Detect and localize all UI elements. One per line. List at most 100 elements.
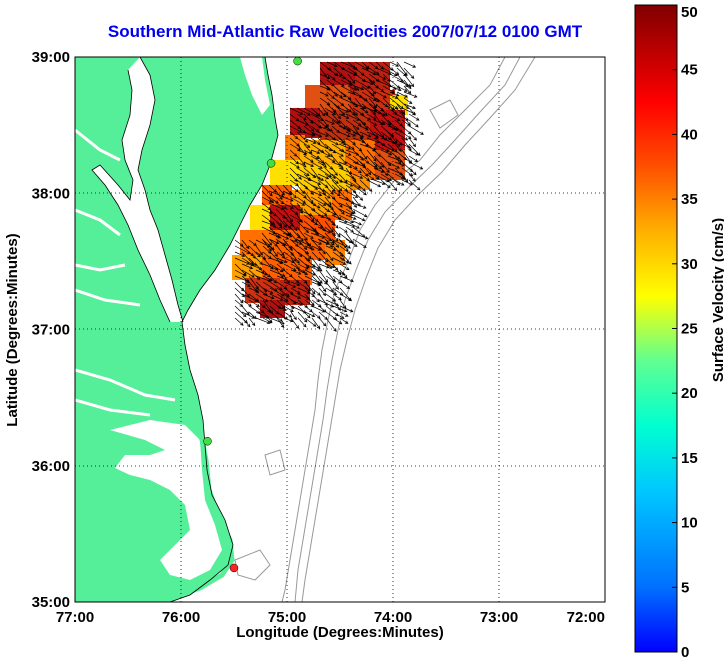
velocity-arrow bbox=[373, 167, 385, 173]
velocity-arrow bbox=[324, 107, 337, 115]
velocity-arrow bbox=[380, 107, 388, 117]
velocity-arrow bbox=[339, 245, 351, 255]
velocity-arrow bbox=[387, 107, 398, 115]
velocity-arrow bbox=[241, 263, 254, 270]
velocity-arrow bbox=[389, 85, 402, 92]
velocity-arrow bbox=[289, 173, 298, 182]
velocity-arrow bbox=[352, 143, 363, 152]
velocity-arrow bbox=[361, 97, 377, 109]
velocity-arrow bbox=[339, 257, 350, 264]
velocity-arrow bbox=[241, 269, 255, 278]
velocity-arrow bbox=[262, 251, 272, 260]
velocity-arrow bbox=[317, 161, 327, 168]
velocity-arrow bbox=[241, 287, 250, 298]
velocity-arrow bbox=[261, 196, 273, 203]
velocity-arrow bbox=[331, 226, 341, 238]
velocity-arrow bbox=[338, 226, 348, 233]
velocity-arrow bbox=[296, 125, 306, 134]
velocity-arrow bbox=[234, 239, 244, 247]
velocity-arrow bbox=[345, 179, 361, 189]
velocity-arrow bbox=[303, 161, 315, 167]
x-tick-label: 73:00 bbox=[480, 609, 518, 626]
velocity-arrow bbox=[290, 257, 300, 271]
colorbar-tick-label: 0 bbox=[681, 644, 689, 659]
velocity-arrow bbox=[368, 85, 377, 95]
velocity-arrow bbox=[261, 202, 272, 211]
velocity-arrow bbox=[408, 119, 419, 128]
velocity-arrow bbox=[332, 257, 347, 265]
velocity-arrow bbox=[283, 275, 291, 284]
velocity-arrow bbox=[331, 196, 343, 208]
velocity-arrow bbox=[296, 107, 311, 116]
velocity-arrow bbox=[326, 73, 336, 81]
velocity-arrow bbox=[304, 245, 315, 251]
velocity-arrow bbox=[387, 149, 401, 160]
pamlico-sound bbox=[110, 420, 222, 580]
velocity-arrow bbox=[310, 149, 321, 154]
velocity-arrow bbox=[289, 220, 298, 232]
colorbar-tick-label: 50 bbox=[681, 4, 698, 21]
velocity-arrow bbox=[380, 167, 389, 177]
velocity-arrow bbox=[325, 245, 337, 251]
velocity-arrow bbox=[339, 317, 349, 324]
velocity-arrow bbox=[241, 239, 250, 250]
velocity-arrow bbox=[380, 149, 393, 156]
velocity-arrow bbox=[310, 190, 323, 197]
velocity-arrow bbox=[345, 119, 360, 130]
velocity-arrow bbox=[331, 149, 344, 157]
velocity-arrow bbox=[373, 173, 390, 183]
velocity-arrow bbox=[317, 208, 328, 216]
velocity-arrow bbox=[248, 311, 257, 320]
velocity-arrow bbox=[304, 311, 316, 318]
velocity-arrow bbox=[345, 173, 356, 180]
velocity-arrow bbox=[338, 220, 356, 228]
velocity-arrow bbox=[282, 196, 294, 202]
velocity-arrow bbox=[359, 131, 372, 138]
velocity-arrow bbox=[289, 179, 299, 187]
velocity-arrow bbox=[324, 125, 333, 132]
velocity-arrow bbox=[394, 173, 405, 180]
velocity-arrow bbox=[338, 214, 354, 224]
velocity-arrow bbox=[340, 85, 356, 94]
velocity-arrow bbox=[248, 251, 257, 259]
velocity-arrow bbox=[401, 119, 411, 127]
velocity-arrow bbox=[352, 119, 362, 127]
duck-station-marker bbox=[203, 436, 212, 446]
velocity-arrow bbox=[296, 196, 307, 204]
velocity-arrow bbox=[380, 179, 391, 189]
hatteras-station-marker bbox=[229, 563, 239, 573]
velocity-arrow bbox=[339, 239, 351, 249]
velocity-arrow bbox=[248, 287, 259, 293]
velocity-arrow bbox=[366, 149, 377, 162]
velocity-arrow bbox=[317, 107, 326, 117]
velocity-arrow bbox=[345, 214, 357, 220]
velocity-arrow bbox=[345, 226, 355, 233]
velocity-arrow bbox=[403, 103, 416, 110]
velocity-arrow bbox=[408, 131, 417, 141]
velocity-arrow bbox=[352, 196, 361, 207]
velocity-arrow bbox=[304, 293, 315, 307]
velocity-arrow bbox=[331, 167, 338, 176]
velocity-arrow bbox=[326, 85, 338, 97]
velocity-arrow bbox=[268, 220, 277, 228]
velocity-arrow bbox=[234, 251, 246, 257]
velocity-arrow bbox=[261, 208, 273, 215]
velocity-arrow bbox=[352, 173, 364, 179]
velocity-arrow bbox=[289, 149, 298, 157]
velocity-arrow bbox=[324, 155, 336, 163]
x-tick-label: 75:00 bbox=[268, 609, 306, 626]
velocity-arrow bbox=[338, 179, 354, 187]
velocity-arrow bbox=[366, 173, 375, 181]
velocity-arrow bbox=[297, 305, 311, 319]
velocity-arrow bbox=[311, 299, 322, 308]
velocity-arrow bbox=[375, 73, 387, 80]
velocity-arrow bbox=[261, 232, 272, 246]
velocity-arrow bbox=[303, 232, 314, 239]
velocity-arrow bbox=[394, 161, 405, 167]
velocity-arrow bbox=[359, 149, 368, 160]
velocity-arrow bbox=[332, 311, 345, 319]
velocity-arrow bbox=[290, 293, 302, 299]
velocity-arrow bbox=[359, 161, 372, 176]
velocity-arrow bbox=[331, 232, 339, 242]
velocity-arrow bbox=[304, 251, 312, 260]
